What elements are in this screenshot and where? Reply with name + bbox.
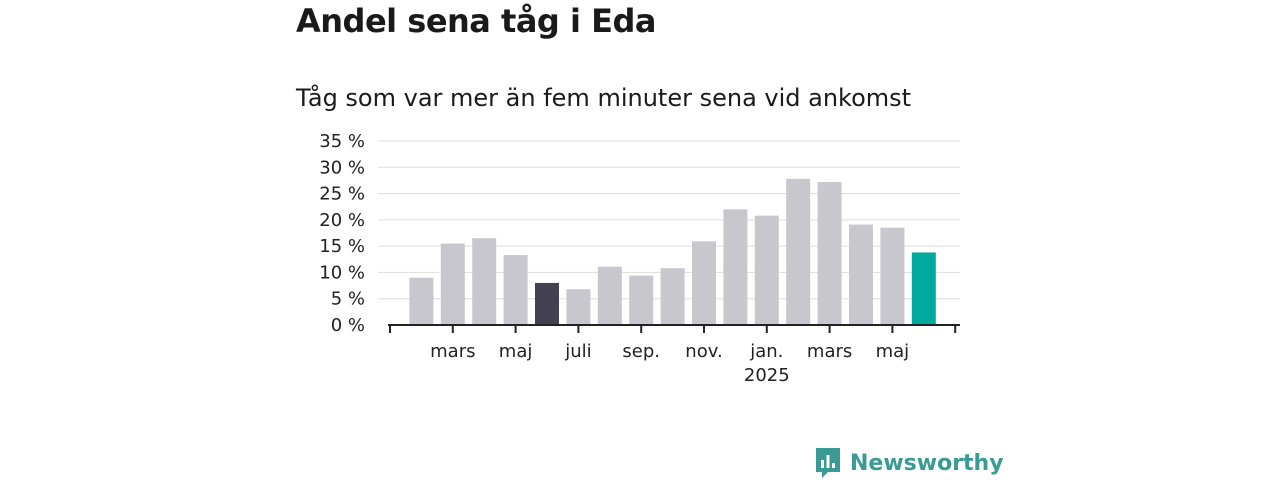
bar [880, 227, 905, 325]
bar [660, 268, 685, 325]
x-axis: mars maj juli sep. nov. jan. 2025 mars maj [388, 324, 960, 386]
x-tick-label: nov. [685, 341, 722, 362]
y-tick-label: 5 % [331, 289, 365, 310]
x-tick-year-label: 2025 [744, 365, 790, 386]
bar [472, 238, 497, 325]
bar [566, 289, 591, 325]
x-tick-label: maj [499, 341, 533, 362]
y-tick-label: 30 % [319, 157, 365, 178]
y-tick-label: 0 % [331, 315, 365, 336]
y-tick-label: 20 % [319, 210, 365, 231]
bar [409, 277, 434, 325]
bar [440, 243, 465, 325]
x-tick-label: juli [564, 341, 591, 362]
x-tick-label: jan. [749, 341, 783, 362]
bar [503, 255, 528, 325]
y-axis-ticks: 0 % 5 % 10 % 15 % 20 % 25 % 30 % 35 % [319, 131, 365, 336]
bar [692, 241, 716, 325]
bar [849, 224, 873, 325]
bar [754, 215, 779, 325]
bars [409, 178, 936, 325]
x-tick-label: mars [430, 341, 475, 362]
x-tick-label: maj [876, 341, 910, 362]
bar [535, 282, 559, 325]
chart-subtitle: Tåg som var mer än fem minuter sena vid … [296, 84, 912, 112]
bar [911, 252, 936, 325]
y-tick-label: 10 % [319, 262, 365, 283]
x-tick-label: sep. [622, 341, 660, 362]
bar [786, 178, 811, 325]
brand: Newsworthy [814, 446, 1004, 480]
y-tick-label: 35 % [319, 131, 365, 152]
y-tick-label: 15 % [319, 236, 365, 257]
bar [723, 209, 748, 325]
bar [597, 266, 622, 325]
brand-name: Newsworthy [850, 450, 1004, 476]
bar [629, 275, 654, 325]
x-tick-label: mars [807, 341, 852, 362]
y-tick-label: 25 % [319, 184, 365, 205]
newsworthy-logo-icon [816, 448, 840, 478]
chart-title: Andel sena tåg i Eda [296, 2, 656, 40]
bar [817, 182, 842, 325]
